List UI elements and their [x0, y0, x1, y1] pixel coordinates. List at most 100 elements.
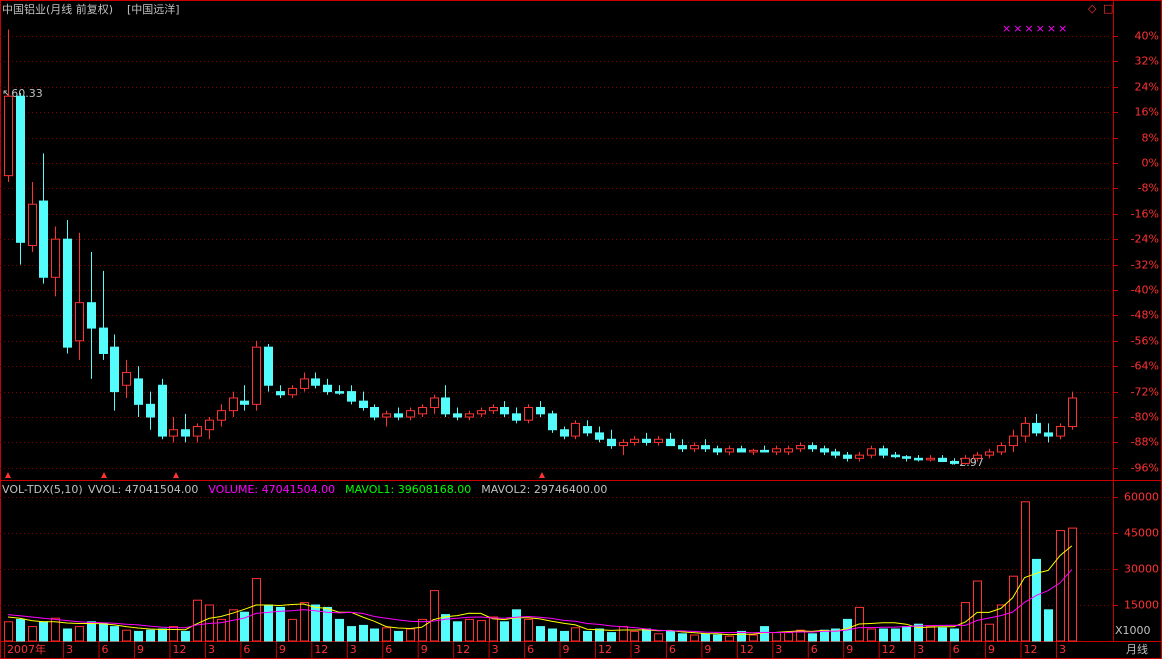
candle-body — [760, 449, 769, 453]
volume-bar — [347, 626, 356, 642]
candle-body — [571, 422, 580, 437]
candle-body — [796, 445, 805, 450]
candle-body — [4, 95, 13, 177]
x-tick-label: 9 — [279, 643, 286, 656]
ma-line — [7, 569, 1073, 634]
x-tick-label: 3 — [917, 643, 924, 656]
volume-bar — [394, 630, 403, 642]
volume-bar — [406, 628, 415, 642]
volume-bar — [489, 616, 498, 642]
volume-bar — [973, 580, 982, 642]
readout: MAVOL2: 29746400.00 — [481, 483, 607, 496]
volume-bar — [430, 590, 439, 642]
candle-body — [217, 410, 226, 421]
x-tick-label: 9 — [704, 643, 711, 656]
volume-bar — [288, 618, 297, 642]
y-tick-label: -8% — [1138, 182, 1159, 195]
candle-body — [99, 327, 108, 354]
signal-arrow — [101, 472, 107, 478]
volume-bar — [772, 632, 781, 642]
candle-body — [666, 438, 675, 447]
volume-bar — [1021, 501, 1030, 642]
volume-bar — [867, 628, 876, 642]
y-tick-label: -80% — [1131, 411, 1159, 424]
y-tick-label: -72% — [1131, 386, 1159, 399]
candle-body — [347, 391, 356, 402]
x-tick-label: 9 — [137, 643, 144, 656]
candle-body — [288, 387, 297, 396]
x-tick-label: 6 — [669, 643, 676, 656]
volume-bar — [737, 630, 746, 642]
candle-body — [1056, 426, 1065, 437]
y-tick-label: -40% — [1131, 284, 1159, 297]
corner-icon[interactable]: ◇ — [1088, 2, 1097, 15]
candle-body — [39, 200, 48, 278]
candle-body — [477, 410, 486, 415]
candle-body — [276, 391, 285, 396]
volume-bar — [28, 626, 37, 642]
candle-body — [158, 384, 167, 437]
candle-body — [300, 378, 309, 389]
candle-body — [879, 448, 888, 456]
volume-bar — [169, 626, 178, 642]
readout: MAVOL1: 39608168.00 — [345, 483, 471, 496]
volume-bar — [879, 628, 888, 642]
y-tick-label: 60000 — [1124, 491, 1159, 504]
volume-bar — [524, 618, 533, 642]
candle-body — [382, 413, 391, 418]
x-tick-label: 12 — [456, 643, 470, 656]
volume-bar — [75, 626, 84, 642]
volume-bar — [950, 628, 959, 642]
candle-body — [725, 448, 734, 453]
candle-body — [1032, 422, 1041, 434]
volume-bar — [87, 621, 96, 642]
candle-body — [867, 448, 876, 456]
y-tick-label: -56% — [1131, 335, 1159, 348]
overlay-name: [中国远洋] — [127, 2, 180, 16]
ma-line — [7, 545, 1073, 636]
volume-bar — [831, 628, 840, 642]
candle-body — [465, 413, 474, 418]
volume-bar — [441, 614, 450, 642]
candle-body — [418, 406, 427, 415]
x-tick-label: 6 — [385, 643, 392, 656]
corner-icon[interactable]: □ — [1103, 2, 1113, 15]
volume-bar — [902, 626, 911, 642]
candle-body — [536, 406, 545, 415]
candle-body — [938, 457, 947, 462]
candle-body — [229, 397, 238, 412]
volume-bar — [619, 626, 628, 642]
x-tick-label: 9 — [846, 643, 853, 656]
volume-bar — [110, 626, 119, 642]
candle-body — [820, 448, 829, 453]
candle-body — [146, 403, 155, 418]
indicator-name: VOL-TDX(5,10) — [2, 483, 83, 496]
x-tick-label: 2007年 — [7, 642, 46, 656]
volume-bar — [997, 604, 1006, 642]
y-tick-label: 45000 — [1124, 527, 1159, 540]
candle-body — [961, 457, 970, 464]
candle-body — [311, 378, 320, 386]
volume-bar — [808, 633, 817, 642]
volume-bar — [158, 628, 167, 642]
volume-bar — [749, 634, 758, 642]
volume-bar — [690, 634, 699, 642]
volume-bar — [4, 621, 13, 642]
candle-body — [654, 438, 663, 443]
y-tick-label: 40% — [1135, 30, 1159, 43]
readout: VVOL: 47041504.00 — [88, 483, 198, 496]
candle-body — [607, 438, 616, 447]
x-tick-label: 6 — [243, 643, 250, 656]
candle-body — [583, 426, 592, 434]
y-tick-label: 8% — [1142, 132, 1159, 145]
volume-bar — [134, 630, 143, 642]
volume-bar — [99, 622, 108, 642]
x-tick-label: 9 — [563, 643, 570, 656]
volume-bar — [548, 628, 557, 642]
volume-bar — [583, 630, 592, 642]
volume-bar — [370, 628, 379, 642]
candle-body — [240, 400, 249, 405]
y-tick-label: 24% — [1135, 81, 1159, 94]
volume-bar — [51, 617, 60, 642]
